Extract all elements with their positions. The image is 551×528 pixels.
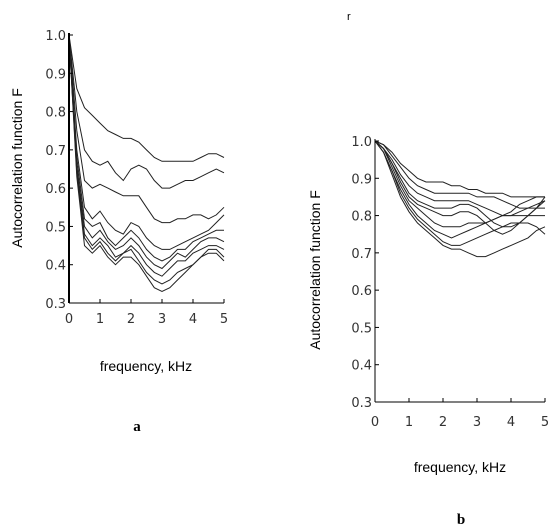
series-line-1: [68, 34, 225, 162]
series-group: [68, 34, 225, 293]
x-tick-label: 4: [189, 312, 197, 327]
x-tick-label: 3: [473, 415, 481, 430]
series-line-7: [68, 34, 225, 277]
axes: [68, 33, 225, 304]
y-tick-label: 0.6: [45, 182, 66, 197]
chart-panel-a: 0 1 2 3 4 5 0.3 0.4 0.5 0.6 0.7 0.8 0.9 1.0 Autocorre…: [9, 29, 228, 435]
x-tick-label: 3: [158, 312, 166, 327]
y-tick-label: 0.9: [351, 172, 372, 187]
x-tick-label: 2: [127, 312, 135, 327]
y-tick-label: 0.8: [45, 106, 66, 121]
y-tick-label: 0.6: [351, 284, 372, 299]
chart-panel-b: 0 1 2 3 4 5 0.3 0.4 0.5 0.6 0.7 0.8 0.9 1.0 Autocorre…: [307, 135, 549, 528]
y-tick-label: 0.5: [351, 321, 372, 336]
x-tick-label: 4: [507, 415, 515, 430]
tick-labels: 0 1 2 3 4 5 0.3 0.4 0.5 0.6 0.7 0.8 0.9 1.0: [351, 135, 549, 430]
series-line-1: [374, 140, 545, 198]
x-tick-label: 2: [439, 415, 447, 430]
y-tick-label: 0.5: [45, 220, 66, 235]
y-tick-label: 0.4: [45, 259, 66, 274]
series-line-5: [68, 34, 224, 262]
series-line-9: [68, 34, 225, 293]
series-line-4: [68, 34, 225, 250]
y-tick-label: 1.0: [45, 29, 66, 44]
series-line-3: [374, 140, 546, 217]
x-tick-label: 1: [96, 312, 104, 327]
x-tick-label: 5: [541, 415, 549, 430]
series-line-8: [374, 140, 546, 246]
y-tick-label: 0.8: [351, 210, 372, 225]
series-line-4: [374, 140, 546, 228]
y-tick-label: 0.4: [351, 359, 372, 374]
x-tick-label: 1: [405, 415, 413, 430]
series-group: [374, 140, 546, 258]
series-line-9: [374, 140, 546, 258]
y-tick-label: 0.7: [351, 247, 372, 262]
x-axis-title: frequency, kHz: [414, 459, 506, 475]
y-tick-label: 0.7: [45, 144, 66, 159]
x-tick-label: 5: [220, 312, 228, 327]
y-tick-label: 0.3: [45, 297, 66, 312]
panel-label-b: b: [457, 512, 465, 528]
series-line-6: [374, 140, 545, 228]
tick-labels: 0 1 2 3 4 5 0.3 0.4 0.5 0.6 0.7 0.8 0.9 1.0: [45, 29, 228, 327]
series-line-3: [68, 34, 225, 224]
x-tick-label: 0: [371, 415, 379, 430]
axes: [374, 139, 546, 403]
series-line-5: [374, 140, 546, 235]
y-axis-title: Autocorrelation function F: [9, 88, 25, 248]
y-tick-label: 1.0: [351, 135, 372, 150]
y-tick-label: 0.9: [45, 67, 66, 82]
stray-mark: r: [347, 11, 351, 23]
y-tick-label: 0.3: [351, 396, 372, 411]
y-axis-title: Autocorrelation function F: [307, 190, 323, 350]
x-axis-title: frequency, kHz: [100, 358, 192, 374]
series-line-7: [374, 140, 545, 239]
series-line-2: [68, 34, 225, 189]
x-tick-label: 0: [65, 312, 73, 327]
panel-label-a: a: [133, 419, 141, 435]
series-line-6: [68, 34, 225, 270]
